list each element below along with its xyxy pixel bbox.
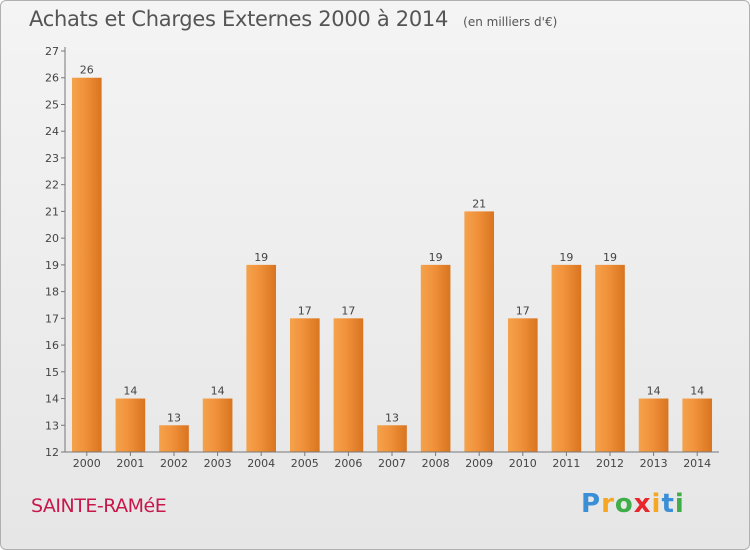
value-label-2008: 19 xyxy=(429,251,443,264)
x-tick-label-2006: 2006 xyxy=(334,457,362,470)
y-tick-label: 17 xyxy=(45,312,59,325)
y-tick-label: 12 xyxy=(45,446,59,459)
x-tick-label-2014: 2014 xyxy=(683,457,711,470)
bars-group: 26 14 13 14 19 17 17 13 19 21 17 19 19 14 14 xyxy=(71,64,713,452)
x-tick-label-2004: 2004 xyxy=(247,457,275,470)
y-tick-label: 26 xyxy=(45,72,59,85)
y-tick-label: 21 xyxy=(45,205,59,218)
y-tick-label: 23 xyxy=(45,152,59,165)
y-axis: 12 13 14 15 16 17 18 19 20 21 22 23 24 25 26 27 xyxy=(45,45,66,459)
x-tick-label-2009: 2009 xyxy=(465,457,493,470)
value-label-2013: 14 xyxy=(647,385,661,398)
bar-2014 xyxy=(682,398,713,452)
chart-title: Achats et Charges Externes 2000 à 2014 xyxy=(29,7,449,31)
y-tick-label: 18 xyxy=(45,286,59,299)
x-tick-label-2012: 2012 xyxy=(596,457,624,470)
y-tick-label: 22 xyxy=(45,179,59,192)
logo-letter: t xyxy=(661,489,675,519)
x-tick-label-2013: 2013 xyxy=(640,457,668,470)
logo-letter: i xyxy=(674,489,685,519)
bar-2004 xyxy=(246,264,277,452)
bar-2000 xyxy=(71,77,102,452)
value-label-2011: 19 xyxy=(559,251,573,264)
value-label-2000: 26 xyxy=(80,64,94,77)
y-tick-label: 24 xyxy=(45,125,59,138)
bar-2003 xyxy=(202,398,233,452)
value-label-2001: 14 xyxy=(123,385,137,398)
x-tick-label-2001: 2001 xyxy=(116,457,144,470)
bar-2005 xyxy=(289,318,320,452)
bar-2011 xyxy=(551,264,582,452)
y-tick-label: 25 xyxy=(45,98,59,111)
logo-letter: x xyxy=(633,489,652,519)
bar-2001 xyxy=(115,398,146,452)
logo-letter: P xyxy=(581,489,602,519)
value-label-2002: 13 xyxy=(167,411,181,424)
x-axis: 2000 2001 2002 2003 2004 2005 2006 2007 2008 2009… xyxy=(65,451,719,470)
commune-name: SAINTE-RAMéE xyxy=(31,495,167,517)
y-tick-label: 20 xyxy=(45,232,59,245)
proxiti-logo[interactable]: Proxiti xyxy=(581,489,685,519)
value-label-2009: 21 xyxy=(472,197,486,210)
x-tick-label-2005: 2005 xyxy=(291,457,319,470)
bar-2008 xyxy=(420,264,451,452)
x-tick-label-2011: 2011 xyxy=(552,457,580,470)
bar-2010 xyxy=(507,318,538,452)
y-tick-label: 27 xyxy=(45,45,59,58)
bar-2013 xyxy=(638,398,669,452)
logo-letter: r xyxy=(601,489,615,519)
y-tick-label: 15 xyxy=(45,366,59,379)
x-tick-label-2002: 2002 xyxy=(160,457,188,470)
value-label-2006: 17 xyxy=(341,304,355,317)
bar-2012 xyxy=(595,264,625,452)
x-tick-label-2010: 2010 xyxy=(509,457,537,470)
logo-letter: o xyxy=(614,489,634,519)
bar-2006 xyxy=(333,318,364,452)
x-tick-label-2008: 2008 xyxy=(422,457,450,470)
x-tick-label-2003: 2003 xyxy=(204,457,232,470)
value-label-2003: 14 xyxy=(211,385,225,398)
value-label-2010: 17 xyxy=(516,304,530,317)
y-tick-label: 13 xyxy=(45,419,59,432)
value-label-2005: 17 xyxy=(298,304,312,317)
x-tick-label-2007: 2007 xyxy=(378,457,406,470)
bar-2009 xyxy=(464,211,495,452)
x-tick-label-2000: 2000 xyxy=(73,457,101,470)
bar-2007 xyxy=(377,425,407,452)
y-tick-label: 14 xyxy=(45,393,59,406)
y-tick-label: 19 xyxy=(45,259,59,272)
value-label-2014: 14 xyxy=(690,385,704,398)
chart-subtitle: (en milliers d'€) xyxy=(463,15,558,29)
value-label-2004: 19 xyxy=(254,251,268,264)
value-label-2007: 13 xyxy=(385,411,399,424)
bar-2002 xyxy=(159,425,189,452)
title-row: Achats et Charges Externes 2000 à 2014 (… xyxy=(29,7,557,31)
value-label-2012: 19 xyxy=(603,251,617,264)
y-tick-label: 16 xyxy=(45,339,59,352)
logo-letter: i xyxy=(651,489,662,519)
